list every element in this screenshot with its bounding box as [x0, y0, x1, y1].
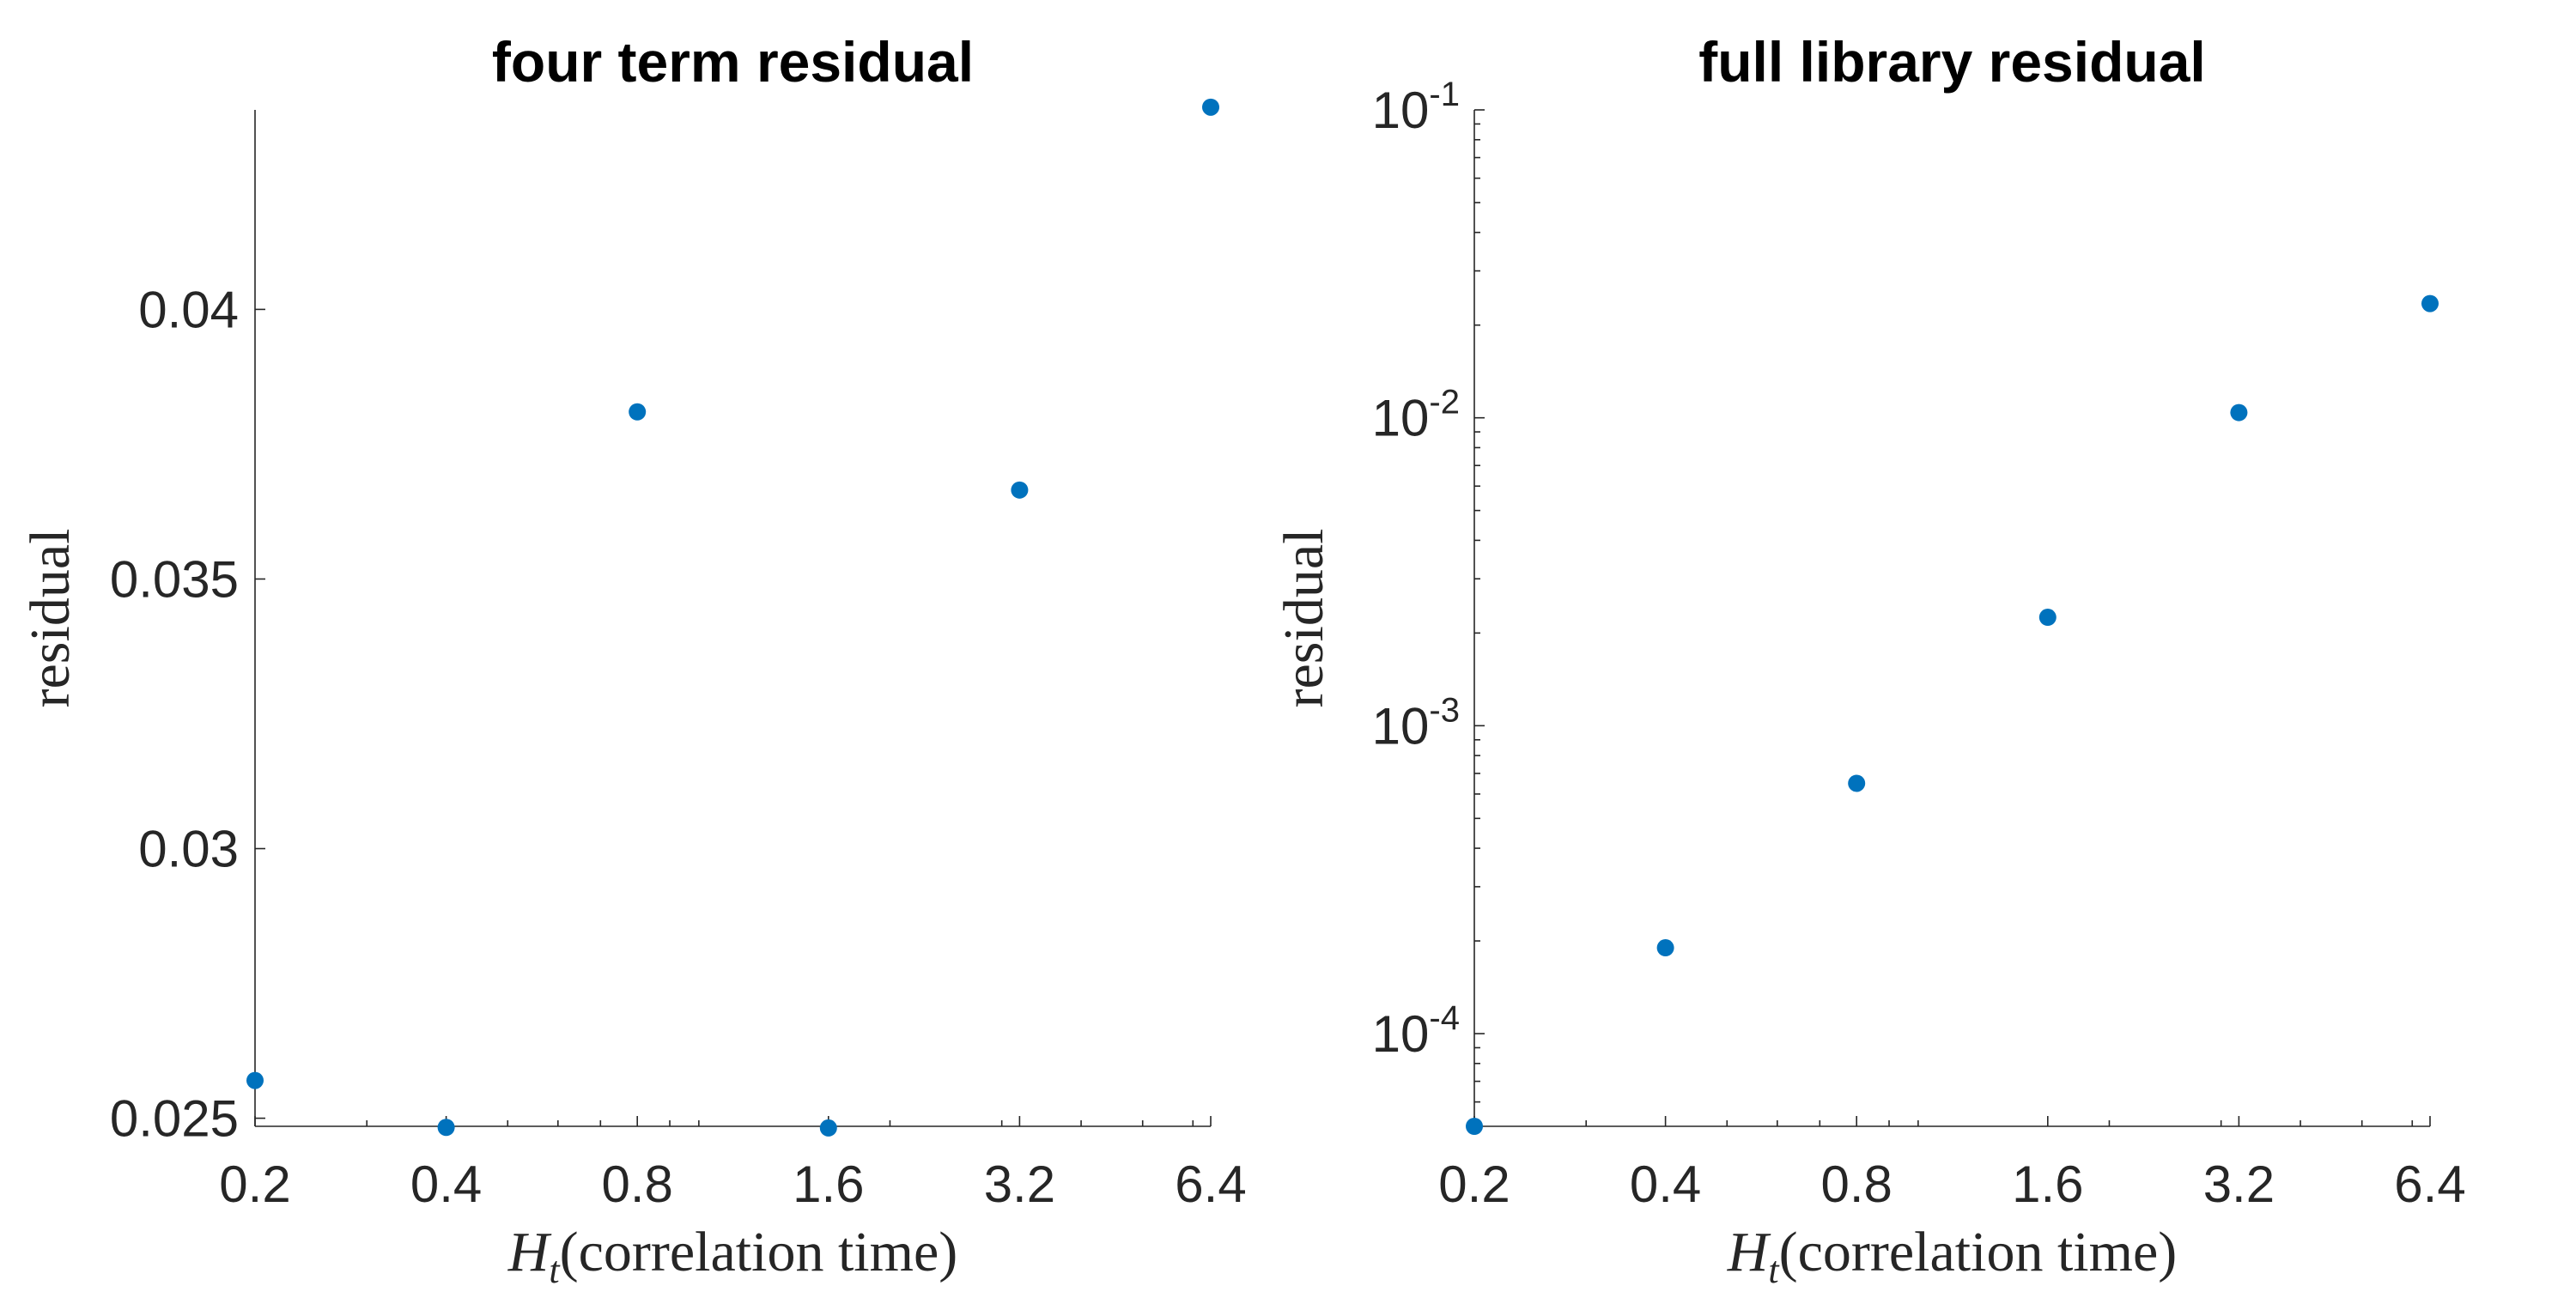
x-tick-label: 0.2	[1438, 1156, 1510, 1213]
x-tick-label: 0.4	[1630, 1156, 1701, 1213]
data-point	[2038, 609, 2057, 627]
x-tick-label: 0.2	[219, 1156, 290, 1213]
x-tick-label: 6.4	[2394, 1156, 2465, 1213]
y-tick-label-exponent: -1	[1429, 76, 1460, 113]
y-tick-label: 0.03	[138, 821, 239, 878]
y-tick-label-base: 10	[1372, 390, 1430, 447]
y-tick-label-base: 10	[1372, 697, 1430, 755]
x-axis-label-subscript: t	[1768, 1249, 1780, 1291]
data-point	[1848, 774, 1866, 792]
data-point	[1466, 1118, 1483, 1135]
x-tick-label: 1.6	[2012, 1156, 2083, 1213]
data-point	[629, 403, 647, 421]
y-tick-label-exponent: -2	[1429, 384, 1460, 422]
panel-four-term-residual: four term residual 0.2 0.4 0.8 1.6 3.2 6.4 0.02…	[19, 30, 1247, 1291]
y-tick-label-base: 10	[1372, 1005, 1430, 1063]
x-tick-label: 0.8	[1820, 1156, 1892, 1213]
x-tick-label: 0.4	[410, 1156, 482, 1213]
x-axis-label-symbol: H	[1727, 1221, 1771, 1283]
y-tick-label-exponent: -3	[1429, 691, 1460, 729]
x-axis-label-text: (correlation time)	[1779, 1221, 2178, 1283]
x-tick-label: 1.6	[793, 1156, 864, 1213]
x-axis-label: Ht(correlation time)	[507, 1221, 958, 1291]
x-tick-label: 6.4	[1175, 1156, 1246, 1213]
data-point	[2421, 294, 2439, 312]
y-tick-label: 10-3	[1372, 691, 1460, 755]
data-point	[1011, 481, 1029, 499]
x-axis-label-subscript: t	[549, 1249, 561, 1291]
data-point	[819, 1119, 837, 1137]
x-axis-label-text: (correlation time)	[560, 1221, 958, 1283]
y-tick-label: 0.025	[110, 1090, 239, 1148]
data-point	[1202, 98, 1219, 116]
data-point	[437, 1119, 455, 1137]
x-tick-label: 0.8	[601, 1156, 672, 1213]
x-tick-label: 3.2	[2203, 1156, 2275, 1213]
x-tick-label: 3.2	[984, 1156, 1055, 1213]
y-tick-label: 10-4	[1372, 999, 1460, 1063]
y-tick-label: 0.04	[138, 281, 239, 338]
panel-full-library-residual: full library residual 0.2 0.4 0.8 1.6 3.2 6.4 1…	[1273, 30, 2466, 1291]
x-axis-label-symbol: H	[507, 1221, 552, 1283]
chart-title: full library residual	[1698, 30, 2206, 94]
y-tick-label-base: 10	[1372, 82, 1430, 139]
y-tick-label: 10-1	[1372, 76, 1460, 139]
data-point	[1656, 939, 1674, 957]
y-tick-label: 10-2	[1372, 384, 1460, 447]
y-tick-label: 0.035	[110, 550, 239, 608]
x-axis-label: Ht(correlation time)	[1727, 1221, 2178, 1291]
chart-title: four term residual	[492, 30, 974, 94]
y-axis-label: residual	[1273, 529, 1335, 708]
y-axis-label: residual	[19, 529, 82, 708]
data-point	[2230, 403, 2248, 422]
data-point	[246, 1071, 264, 1089]
y-tick-label-exponent: -4	[1429, 999, 1460, 1037]
